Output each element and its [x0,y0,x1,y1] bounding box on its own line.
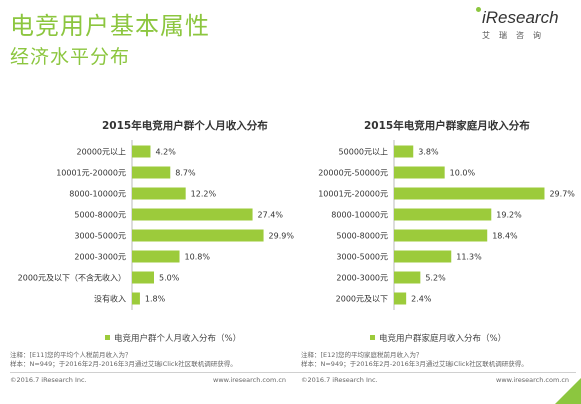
bar [394,271,421,284]
household-income-chart: 2015年电竞用户群家庭月收入分布 50000元以上 3.8% 20000元-500… [290,110,581,350]
category-label: 2000-3000元 [74,253,126,262]
bar [132,166,171,179]
value-label: 12.2% [191,190,217,199]
value-label: 10.8% [185,253,211,262]
value-label: 5.0% [159,274,180,283]
note-left: 注释：[E11]您的平均个人税前月收入为？ 样本：N=949；于2016年2月-… [10,351,237,369]
bar [132,250,180,263]
legend-swatch [370,335,375,340]
note-line: 注释：[E11]您的平均个人税前月收入为？ [10,351,132,359]
chart-legend-left: 电竞用户群个人月收入分布（%） [105,332,241,344]
category-label: 8000-10000元 [331,211,388,220]
note-line: 样本：N=949；于2016年2月-2016年3月通过艾瑞iClick社区联机调… [10,360,237,368]
iresearch-logo: iResearch 艾瑞咨询 [474,7,574,48]
chart-legend-right: 电竞用户群家庭月收入分布（%） [370,332,506,344]
value-label: 2.4% [411,295,432,304]
bar [132,271,154,284]
bar [132,292,140,305]
category-label: 2000-3000元 [336,274,388,283]
bar [394,208,492,221]
page-title: 电竞用户基本属性 [10,12,210,40]
legend-label: 电竞用户群家庭月收入分布（%） [379,334,507,344]
personal-income-bars: 20000元以上 4.2% 10001元-20000元 8.7% 8000-10000元… [18,140,294,310]
bar [394,250,452,263]
logo-brand: iResearch [482,8,559,27]
category-label: 8000-10000元 [69,190,126,199]
value-label: 29.9% [269,232,295,241]
bar [394,166,445,179]
footer-url-left: www.iresearch.com.cn [213,376,287,384]
logo-dot-icon [476,7,481,12]
category-label: 20000元-50000元 [318,169,388,178]
chart-title: 2015年电竞用户群个人月收入分布 [102,120,268,132]
bar [394,292,407,305]
category-label: 3000-5000元 [336,253,388,262]
category-label: 20000元以上 [77,148,126,157]
legend-label: 电竞用户群个人月收入分布（%） [114,334,242,344]
bar [394,229,488,242]
bar [132,187,186,200]
category-label: 5000-8000元 [74,211,126,220]
footer-copyright-right: ©2016.7 iResearch Inc. [301,376,378,384]
value-label: 8.7% [175,169,196,178]
bar [132,145,151,158]
value-label: 1.8% [145,295,166,304]
chart-title: 2015年电竞用户群家庭月收入分布 [364,120,530,132]
category-label: 没有收入 [94,294,126,304]
note-right: 注释：[E12]您的平均家庭税前月收入为？ 样本：N=949；于2016年2月-… [301,351,528,369]
page-subtitle: 经济水平分布 [10,46,131,68]
bar [394,145,414,158]
value-label: 4.2% [155,148,176,157]
category-label: 10001元-20000元 [56,169,126,178]
bar [132,208,253,221]
note-line: 注释：[E12]您的平均家庭税前月收入为？ [301,351,423,359]
household-income-bars: 50000元以上 3.8% 20000元-50000元 10.0% 10001元-200… [318,140,575,310]
footer-copyright-left: ©2016.7 iResearch Inc. [10,376,87,384]
value-label: 10.0% [450,169,476,178]
bar [394,187,545,200]
personal-income-chart: 2015年电竞用户群个人月收入分布 20000元以上 4.2% 10001元-200… [0,110,294,350]
note-line: 样本：N=949；于2016年2月-2016年3月通过艾瑞iClick社区联机调… [301,360,528,368]
category-label: 50000元以上 [339,148,388,157]
value-label: 3.8% [418,148,439,157]
value-label: 11.3% [456,253,482,262]
category-label: 5000-8000元 [336,232,388,241]
legend-swatch [105,335,110,340]
category-label: 2000元及以下 [336,295,388,304]
value-label: 29.7% [549,190,575,199]
corner-decoration [555,378,581,404]
category-label: 3000-5000元 [74,232,126,241]
bar [132,229,264,242]
value-label: 5.2% [425,274,446,283]
value-label: 18.4% [492,232,518,241]
footer-url-right: www.iresearch.com.cn [496,376,570,384]
category-label: 2000元及以下（不含无收入） [18,273,126,283]
logo-subtitle: 艾瑞咨询 [482,31,550,40]
value-label: 27.4% [258,211,284,220]
footer-divider [10,372,576,373]
value-label: 19.2% [496,211,522,220]
category-label: 10001元-20000元 [318,190,388,199]
